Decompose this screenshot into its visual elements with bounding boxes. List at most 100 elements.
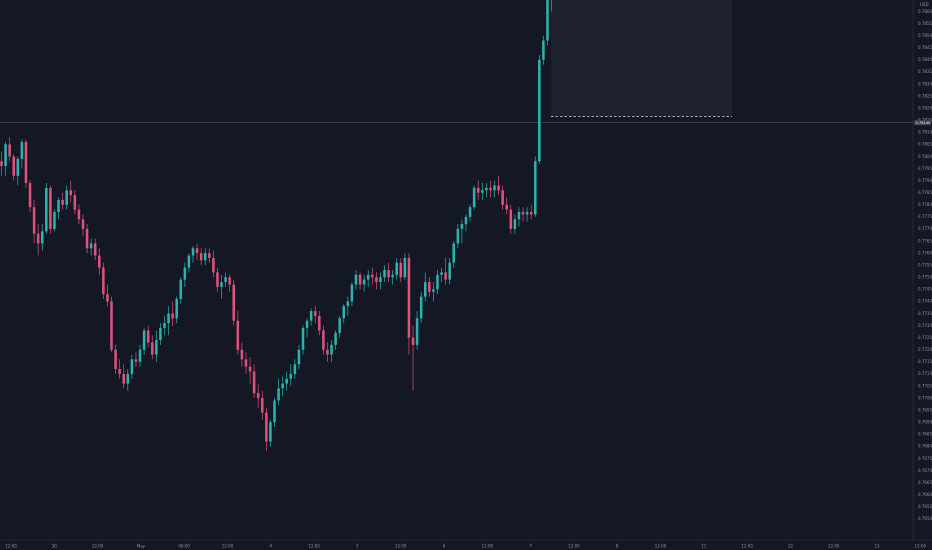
time-tick-label: 8 xyxy=(616,544,619,549)
candle-body xyxy=(179,279,183,300)
candle-bullish xyxy=(65,185,68,210)
candle-bullish xyxy=(403,253,407,280)
candle-body xyxy=(432,289,435,292)
candle-bearish xyxy=(501,185,504,210)
candle-body xyxy=(98,255,101,268)
candle-bearish xyxy=(399,257,403,283)
candle-bearish xyxy=(36,224,40,256)
candle-body xyxy=(175,299,178,319)
time-tick-label: 12:00 xyxy=(568,544,580,549)
candle-bullish xyxy=(20,139,24,169)
candle-bullish xyxy=(440,267,443,283)
candle-bullish xyxy=(142,327,146,355)
time-tick-label: 13 xyxy=(874,544,880,549)
candle-bullish xyxy=(334,330,337,350)
candle-bullish xyxy=(366,270,370,287)
candle-bearish xyxy=(114,344,117,374)
candle-body xyxy=(305,320,309,328)
candle-bullish xyxy=(354,270,358,290)
candle-bullish xyxy=(40,224,44,251)
candle-bullish xyxy=(485,183,488,198)
candle-bullish xyxy=(383,265,386,283)
time-tick-label: 30 xyxy=(52,544,58,549)
candle-bearish xyxy=(529,204,533,220)
candle-body xyxy=(521,212,525,215)
candle-body xyxy=(73,195,77,210)
candle-body xyxy=(436,274,439,290)
candle-bullish xyxy=(155,330,158,362)
candle-body xyxy=(183,267,187,280)
candle-body xyxy=(318,315,321,331)
price-zone-layer xyxy=(551,0,732,117)
candle-body xyxy=(350,284,354,302)
candle-body xyxy=(126,373,130,384)
candle-bullish xyxy=(546,0,549,46)
candle-bullish xyxy=(285,371,288,391)
candle-bullish xyxy=(436,270,439,295)
candle-body xyxy=(216,272,219,287)
candle-bullish xyxy=(273,398,276,428)
candle-bullish xyxy=(538,54,541,164)
candle-bearish xyxy=(375,272,378,290)
candle-bearish xyxy=(240,342,244,367)
candle-bullish xyxy=(187,253,191,273)
candle-bullish xyxy=(533,156,537,217)
candle-body xyxy=(472,187,476,208)
time-axis[interactable]: 12:00 30 12:00 May 06:00 12:00 4 12:00 5 12:00 6 12… xyxy=(0,539,932,549)
candle-body xyxy=(342,306,346,319)
candle-body xyxy=(448,262,451,280)
time-tick-label: 12:00 xyxy=(5,544,17,549)
time-tick-label: 12:00 xyxy=(828,544,840,549)
candle-bearish xyxy=(134,352,138,367)
candle-bullish xyxy=(448,257,451,285)
candle-body xyxy=(277,388,280,401)
candle-body xyxy=(501,190,504,205)
candle-bearish xyxy=(49,185,52,234)
candle-body xyxy=(497,185,500,191)
candle-body xyxy=(403,257,407,278)
candle-bullish xyxy=(16,156,20,186)
candle-bullish xyxy=(419,291,423,324)
candle-body xyxy=(8,144,11,157)
candle-bullish xyxy=(472,185,476,210)
time-tick-label: 6 xyxy=(443,544,446,549)
candle-bullish xyxy=(183,262,187,287)
time-tick-label: 12:00 xyxy=(395,544,407,549)
current-price-label: 0.78140 xyxy=(916,121,932,125)
candle-bearish xyxy=(428,277,431,297)
candle-body xyxy=(505,204,508,210)
candle-body xyxy=(203,253,207,261)
candle-bearish xyxy=(407,253,411,355)
candle-body xyxy=(28,183,32,208)
candle-body xyxy=(69,190,73,196)
candle-body xyxy=(40,231,44,244)
time-tick-label: 7 xyxy=(529,544,532,549)
candle-body xyxy=(440,272,443,275)
candle-body xyxy=(285,378,288,384)
candle-body xyxy=(525,212,529,215)
candle-bearish xyxy=(77,204,81,225)
candle-bullish xyxy=(45,183,48,234)
candle-bullish xyxy=(203,248,207,266)
candle-bullish xyxy=(179,277,183,304)
price-axis[interactable]: USD 0.786000.785500.785000.784500.784000… xyxy=(912,0,932,540)
time-tick-label: 12:00 xyxy=(482,544,494,549)
candle-bearish xyxy=(195,243,199,261)
candle-bullish xyxy=(379,272,382,290)
